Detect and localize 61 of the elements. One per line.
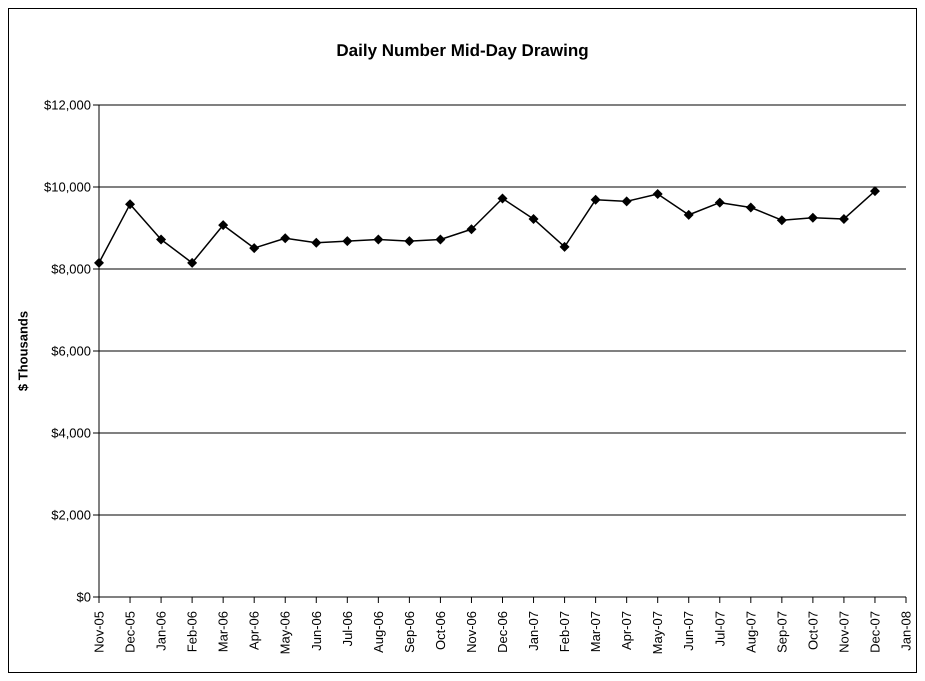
x-tick-label: Aug-07 xyxy=(743,611,758,653)
point xyxy=(684,210,694,220)
point xyxy=(622,196,632,206)
x-tick-label: Sep-06 xyxy=(402,611,417,653)
point xyxy=(714,198,725,208)
x-tick-label: Jul-06 xyxy=(340,611,355,646)
x-tick-label: Jan-08 xyxy=(898,611,914,651)
point xyxy=(404,236,414,246)
x-tick-label: Mar-07 xyxy=(588,611,604,652)
x-tick-label: Jan-06 xyxy=(154,611,169,651)
point xyxy=(528,214,539,224)
x-tick-label: Apr-07 xyxy=(619,611,634,650)
y-tick-label: $12,000 xyxy=(44,98,91,113)
x-tick-label: Dec-05 xyxy=(122,611,138,653)
y-axis-title: $ Thousands xyxy=(16,310,31,392)
x-tick-label: Aug-06 xyxy=(370,611,386,653)
x-tick-label: Oct-06 xyxy=(432,611,448,650)
point xyxy=(249,243,260,254)
point xyxy=(498,193,508,204)
point xyxy=(590,194,601,205)
x-tick-label: May-06 xyxy=(278,611,293,654)
chart-title: Daily Number Mid-Day Drawing xyxy=(335,41,590,61)
x-tick-label: Sep-07 xyxy=(774,611,790,653)
x-tick-label: Dec-06 xyxy=(495,611,510,653)
point xyxy=(652,188,663,199)
x-tick-label: Nov-06 xyxy=(464,611,479,653)
x-tick-label: Jan-07 xyxy=(526,611,542,651)
point xyxy=(838,214,849,224)
point xyxy=(342,236,352,246)
x-tick-label: Feb-06 xyxy=(184,611,200,652)
point xyxy=(280,233,290,244)
x-tick-label: Nov-05 xyxy=(92,611,106,653)
x-tick-label: Oct-07 xyxy=(805,611,820,650)
point xyxy=(466,224,476,234)
x-tick-label: May-07 xyxy=(650,611,666,654)
point xyxy=(373,234,384,244)
y-tick-label: $0 xyxy=(76,590,91,605)
point xyxy=(125,199,136,210)
y-tick-label: $10,000 xyxy=(44,180,91,195)
point xyxy=(776,215,787,226)
point xyxy=(156,234,166,244)
point xyxy=(218,220,228,230)
point xyxy=(808,212,818,223)
x-tick-label: Dec-07 xyxy=(867,611,882,653)
y-tick-label: $4,000 xyxy=(51,426,91,441)
point xyxy=(870,186,880,196)
x-tick-label: Jun-06 xyxy=(308,611,324,651)
x-tick-label: Jul-07 xyxy=(712,611,728,646)
point xyxy=(187,258,198,268)
x-tick-label: Feb-07 xyxy=(557,611,572,652)
y-tick-label: $2,000 xyxy=(51,508,91,523)
x-tick-label: Nov-07 xyxy=(836,611,852,653)
y-tick-label: $6,000 xyxy=(51,344,91,359)
point xyxy=(311,238,322,248)
x-tick-label: Jun-07 xyxy=(681,611,696,651)
x-tick-label: Apr-06 xyxy=(246,611,262,650)
point xyxy=(435,234,446,244)
x-tick-label: Mar-06 xyxy=(216,611,231,652)
y-tick-label: $8,000 xyxy=(51,262,91,277)
point xyxy=(560,242,570,252)
point xyxy=(746,202,756,212)
